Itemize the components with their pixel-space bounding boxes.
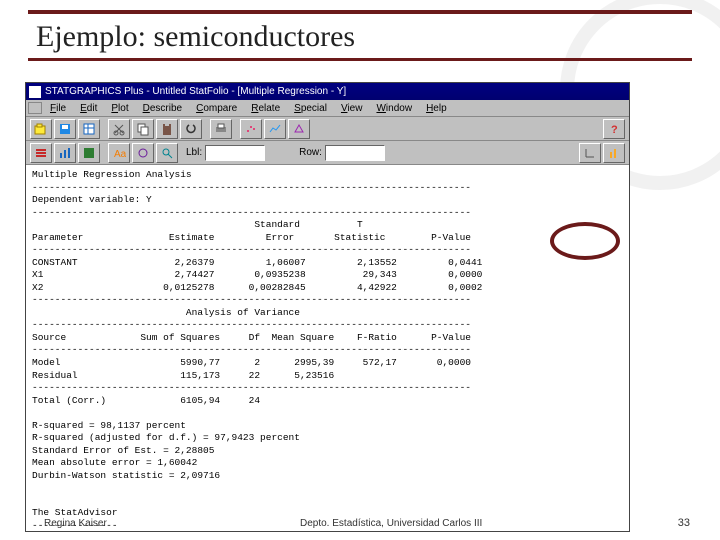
out-anova-dash: ----------------------------------------… [32,319,471,330]
footer-dept: Depto. Estadística, Universidad Carlos I… [300,518,482,529]
row-label: Row: [299,147,322,158]
out-row-x2: X2 0,0125278 0,00282845 4,42922 0,0002 [32,282,482,293]
out-dash1: ----------------------------------------… [32,182,471,193]
menubar: File Edit Plot Describe Compare Relate S… [26,100,629,117]
out-anova-total: Total (Corr.) 6105,94 24 [32,395,260,406]
out-rsq-adj: R-squared (adjusted for d.f.) = 97,9423 … [32,432,300,443]
toolbar-secondary: Aa Lbl: Row: [26,141,629,165]
linechart-button[interactable] [264,119,286,139]
lbl-label: Lbl: [186,147,202,158]
textopt-button[interactable]: Aa [108,143,130,163]
svg-text:Aa: Aa [114,149,126,160]
row-input[interactable] [325,145,385,161]
out-rsq: R-squared = 98,1137 percent [32,420,186,431]
help-button[interactable]: ? [603,119,625,139]
app-icon [29,86,41,98]
lbl-field: Lbl: [186,145,265,161]
copy-button[interactable] [132,119,154,139]
menu-plot[interactable]: Plot [105,102,134,115]
chart3d-button[interactable] [288,119,310,139]
out-row-x1: X1 2,74427 0,0935238 29,343 0,0000 [32,269,482,280]
out-anova-model: Model 5990,77 2 2995,39 572,17 0,0000 [32,357,471,368]
window-titlebar: STATGRAPHICS Plus - Untitled StatFolio -… [26,83,629,100]
out-se: Standard Error of Est. = 2,28805 [32,445,214,456]
statgraphics-window: STATGRAPHICS Plus - Untitled StatFolio -… [25,82,630,532]
out-mae: Mean absolute error = 1,60042 [32,457,197,468]
out-anova-resid: Residual 115,173 22 5,23516 [32,370,334,381]
tabular-options-button[interactable] [30,143,52,163]
save-button[interactable] [54,119,76,139]
out-advisor-title: The StatAdvisor [32,507,118,518]
slide-title-bar: Ejemplo: semiconductores [28,10,692,61]
cut-button[interactable] [108,119,130,139]
menu-describe[interactable]: Describe [137,102,188,115]
out-dash2: ----------------------------------------… [32,207,471,218]
footer-page-number: 33 [678,517,690,529]
menu-help[interactable]: Help [420,102,453,115]
output-pane: Multiple Regression Analysis -----------… [26,165,629,531]
svg-text:?: ? [611,124,618,136]
menu-file[interactable]: File [44,102,72,115]
menu-relate[interactable]: Relate [245,102,286,115]
bars-button[interactable] [603,143,625,163]
out-dash3: ----------------------------------------… [32,244,471,255]
save-results-button[interactable] [78,143,100,163]
control-menu-icon[interactable] [28,102,42,114]
out-header: Multiple Regression Analysis [32,169,192,180]
scatter-button[interactable] [240,119,262,139]
out-anova-dash1b: ----------------------------------------… [32,344,471,355]
out-coltitles: Standard T [32,219,363,230]
menu-window[interactable]: Window [370,102,418,115]
paste-button[interactable] [156,119,178,139]
graphical-options-button[interactable] [54,143,76,163]
row-field: Row: [299,145,385,161]
out-dash4: ----------------------------------------… [32,294,471,305]
axis-button[interactable] [579,143,601,163]
print-button[interactable] [210,119,232,139]
menu-compare[interactable]: Compare [190,102,243,115]
graphopt-button[interactable] [132,143,154,163]
lbl-input[interactable] [205,145,265,161]
out-anova-dash2: ----------------------------------------… [32,382,471,393]
zoom-button[interactable] [156,143,178,163]
datasheet-button[interactable] [78,119,100,139]
undo-button[interactable] [180,119,202,139]
menu-view[interactable]: View [335,102,369,115]
open-button[interactable] [30,119,52,139]
window-title: STATGRAPHICS Plus - Untitled StatFolio -… [45,86,346,97]
out-dw: Durbin-Watson statistic = 2,09716 [32,470,220,481]
out-anova-title: Analysis of Variance [32,307,300,318]
toolbar-main: ? [26,117,629,141]
out-colhdr: Parameter Estimate Error Statistic P-Val… [32,232,471,243]
out-anova-hdr: Source Sum of Squares Df Mean Square F-R… [32,332,471,343]
out-depvar: Dependent variable: Y [32,194,152,205]
slide-title: Ejemplo: semiconductores [36,20,692,54]
menu-edit[interactable]: Edit [74,102,103,115]
menu-special[interactable]: Special [288,102,333,115]
out-row-const: CONSTANT 2,26379 1,06007 2,13552 0,0441 [32,257,482,268]
footer-author: Regina Kaiser [44,518,107,529]
